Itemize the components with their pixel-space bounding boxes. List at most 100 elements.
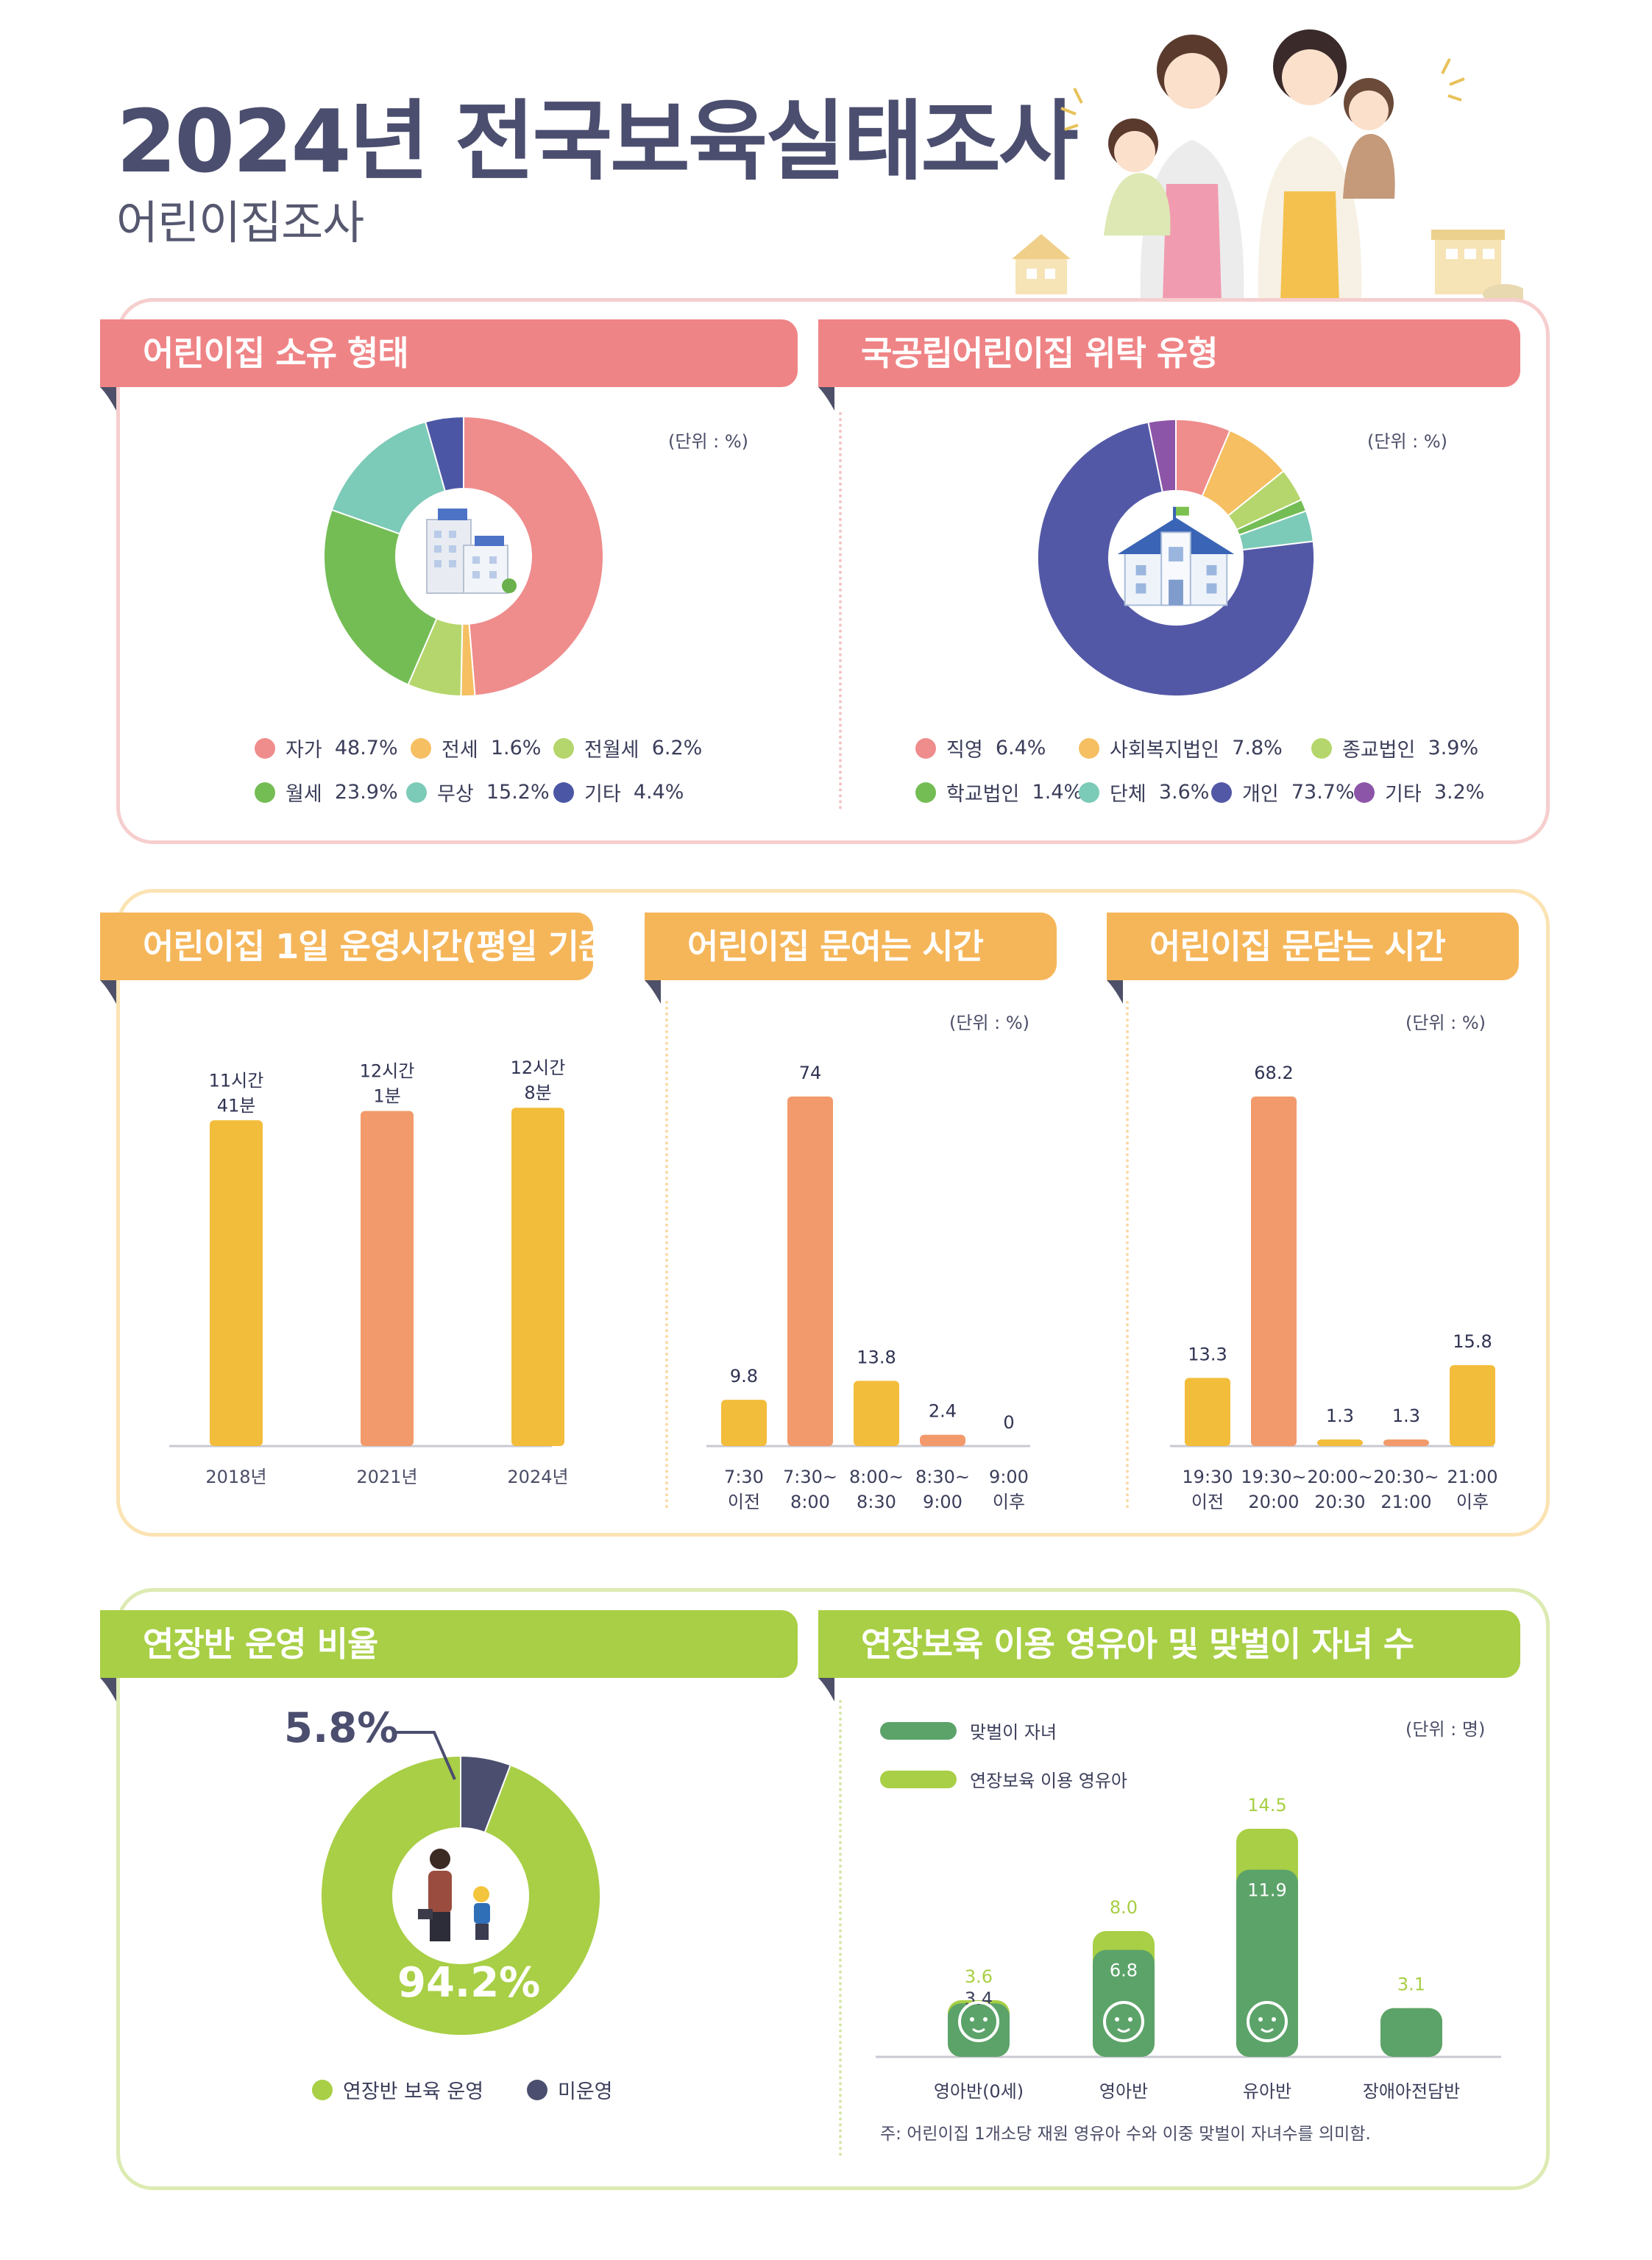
baby-face-icon xyxy=(1103,2001,1144,2042)
value-label: 0 xyxy=(1003,1412,1014,1433)
bar xyxy=(1185,1378,1230,1446)
x-tick-label: 20:00~ xyxy=(1307,1467,1372,1487)
national-unit: (단위 : %) xyxy=(1367,431,1448,452)
bar-dual-income xyxy=(1380,2008,1442,2057)
legend-item: 종교법인 3.9% xyxy=(1311,734,1478,762)
bar xyxy=(854,1381,899,1446)
leader-line xyxy=(393,1731,456,1780)
house-right-icon xyxy=(1431,230,1523,302)
x-tick-label: 이후 xyxy=(1456,1492,1489,1512)
x-tick-label: 21:00 xyxy=(1380,1492,1431,1512)
children-bar-chart: 3.63.4영아반(0세)8.06.8영아반14.511.9유아반3.13.1장… xyxy=(876,1795,1501,2102)
value-label: 11시간 xyxy=(209,1070,264,1091)
x-tick-label: 7:30 xyxy=(724,1467,764,1487)
bar-2021년 xyxy=(361,1110,414,1446)
bar xyxy=(721,1400,767,1446)
open-unit: (단위 : %) xyxy=(949,1013,1030,1033)
child-face-icon xyxy=(1247,2001,1288,2042)
banner-fold xyxy=(100,980,116,1004)
unoperated-percent-label: 5.8% xyxy=(284,1704,399,1752)
page-subtitle: 어린이집조사 xyxy=(116,196,364,249)
national-title-banner: 국공립어린이집 위탁 유형 xyxy=(818,319,1520,387)
ownership-unit: (단위 : %) xyxy=(668,431,749,452)
legend-item: 사회복지법인 7.8% xyxy=(1079,734,1283,762)
x-tick-label: 이후 xyxy=(993,1492,1025,1512)
open-bar-chart: 9.8 7:30 이전 74 7:30~ 8:00 13.8 8:00~ 8:30 2.4 8:30… xyxy=(706,1063,1030,1512)
x-tick-label: 영아반 xyxy=(1099,2081,1148,2102)
children-title-banner: 연장보육 이용 영유아 및 맞벌이 자녀 수 xyxy=(818,1610,1520,1678)
legend-item: 기타 4.4% xyxy=(553,778,684,807)
apartment-building-icon xyxy=(396,489,531,624)
x-tick-label: 7:30~ xyxy=(783,1467,837,1487)
value-label: 13.8 xyxy=(857,1347,896,1367)
hours-title-banner: 어린이집 1일 운영시간(평일 기준) xyxy=(100,913,624,980)
section-divider xyxy=(839,412,842,810)
x-tick-label: 19:30~ xyxy=(1241,1467,1306,1487)
value-label: 74 xyxy=(799,1063,822,1083)
extended-title-banner: 연장반 운영 비율 xyxy=(100,1610,798,1678)
bar-dual-income xyxy=(948,2003,1010,2057)
value-label: 2.4 xyxy=(929,1401,957,1422)
children-unit: (단위 : 명) xyxy=(1405,1719,1486,1740)
value-label: 13.3 xyxy=(1188,1344,1227,1364)
banner-fold xyxy=(100,387,116,411)
value-label: 12시간 xyxy=(360,1061,415,1082)
x-tick-label: 2024년 xyxy=(507,1467,567,1487)
bar-2024년 xyxy=(511,1108,564,1446)
value-label-total: 3.6 xyxy=(965,1966,993,1987)
value-label: 1분 xyxy=(373,1086,400,1107)
hours-bar-chart: 11시간 41분 2018년 12시간 1분 2021년 12시간 8분 2024년 xyxy=(169,1058,567,1487)
legend-item: 연장반 보육 운영 xyxy=(312,2075,483,2104)
page-title: 2024년 전국보육실태조사 xyxy=(116,91,1079,192)
bar xyxy=(787,1097,833,1446)
ownership-donut-chart xyxy=(323,415,604,697)
operated-percent-label: 94.2% xyxy=(397,1959,541,2007)
x-tick-label: 8:00 xyxy=(790,1492,830,1512)
close-unit: (단위 : %) xyxy=(1405,1013,1486,1033)
house-left-icon xyxy=(1012,234,1071,294)
legend-item: 무상 15.2% xyxy=(406,778,550,807)
close-title-banner: 어린이집 문닫는 시간 xyxy=(1107,913,1519,980)
value-label: 15.8 xyxy=(1453,1331,1492,1352)
bar xyxy=(1450,1364,1495,1446)
banner-fold xyxy=(1107,980,1123,1004)
mother-with-child-icon xyxy=(1258,29,1395,302)
banner-fold xyxy=(645,980,661,1004)
value-label-total: 14.5 xyxy=(1247,1795,1286,1816)
value-label: 1.3 xyxy=(1392,1406,1420,1426)
value-label: 68.2 xyxy=(1254,1063,1293,1083)
value-label: 41분 xyxy=(217,1095,256,1116)
value-label-dual: 3.1 xyxy=(1397,1992,1425,2013)
bar-2018년 xyxy=(210,1120,263,1446)
parent-child-icon xyxy=(394,1829,527,1962)
national-donut-chart xyxy=(1036,418,1316,698)
section-divider xyxy=(665,1001,668,1509)
value-label: 9.8 xyxy=(730,1366,758,1386)
x-tick-label: 20:30 xyxy=(1314,1492,1365,1512)
section-divider xyxy=(1126,1001,1129,1509)
x-tick-label: 8:30 xyxy=(857,1492,896,1512)
slice-연장반 보육 운영 xyxy=(320,1754,601,2036)
families-illustration xyxy=(1012,29,1523,302)
value-label: 1.3 xyxy=(1326,1406,1354,1426)
value-label-dual: 11.9 xyxy=(1247,1880,1286,1901)
bar xyxy=(920,1434,965,1446)
legend-item: 직영 6.4% xyxy=(915,734,1046,762)
value-label-total: 3.1 xyxy=(1397,1974,1425,1995)
legend-item: 학교법인 1.4% xyxy=(915,778,1082,807)
legend-item: 맞벌이 자녀 xyxy=(880,1718,1057,1743)
bar xyxy=(1317,1439,1363,1446)
mother-with-baby-icon xyxy=(1104,35,1244,302)
children-note: 주: 어린이집 1개소당 재원 영유아 수와 이중 맞벌이 자녀수를 의미함. xyxy=(880,2125,1371,2144)
bar xyxy=(1251,1097,1297,1446)
legend-item: 전세 1.6% xyxy=(411,734,541,762)
banner-fold xyxy=(818,387,834,411)
banner-fold xyxy=(100,1678,116,1701)
value-label-dual: 6.8 xyxy=(1110,1960,1138,1981)
x-tick-label: 9:00 xyxy=(923,1492,963,1512)
extended-donut-chart xyxy=(320,1754,601,2036)
x-tick-label: 21:00 xyxy=(1447,1467,1497,1487)
ownership-title-banner: 어린이집 소유 형태 xyxy=(100,319,798,387)
x-tick-label: 20:30~ xyxy=(1373,1467,1439,1487)
legend-item: 전월세 6.2% xyxy=(553,734,702,762)
